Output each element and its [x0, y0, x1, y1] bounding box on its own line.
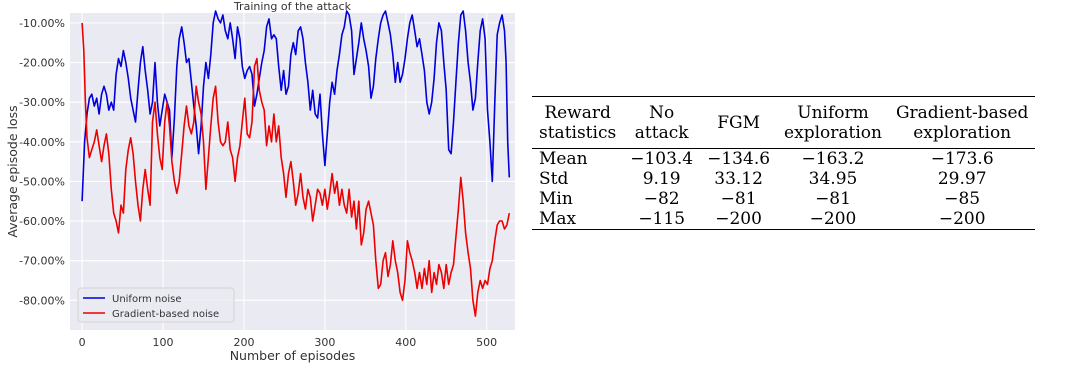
row-label-max: Max	[532, 209, 624, 230]
y-tick-label: -40.00%	[19, 136, 65, 149]
header-uniform-exploration: Uniform exploration	[784, 103, 882, 143]
y-tick-label: -30.00%	[19, 96, 65, 109]
table-cell: −134.6	[700, 148, 778, 169]
header-reward-statistics: Reward statistics	[539, 103, 617, 143]
legend-label: Gradient-based noise	[112, 309, 219, 320]
training-chart: 0 100 200 300 400 500 -10.00% -20.00% -30.00% -40…	[0, 0, 525, 370]
table-cell: −200	[777, 209, 889, 230]
training-chart-svg: 0 100 200 300 400 500 -10.00% -20.00% -30.00% -40…	[5, 0, 515, 363]
table-cell: −115	[623, 209, 701, 230]
chart-title: Training of the attack	[233, 0, 352, 13]
table-row: Mean −103.4 −134.6 −163.2 −173.6	[532, 148, 1036, 169]
table-cell: −200	[888, 209, 1036, 230]
x-tick-label: 400	[395, 336, 416, 349]
row-label-std: Std	[539, 169, 569, 189]
header-fgm: FGM	[717, 113, 760, 133]
x-axis-label: Number of episodes	[230, 348, 356, 363]
table-cell: −81	[815, 189, 851, 209]
x-tick-label: 500	[476, 336, 497, 349]
x-tick-label: 0	[79, 336, 86, 349]
table-row: Max −115 −200 −200 −200	[532, 209, 1036, 230]
table-header-row: Reward statistics No attack FGM Uniform exp…	[532, 96, 1036, 149]
x-tick-label: 100	[153, 336, 174, 349]
table-cell: 33.12	[714, 169, 763, 189]
y-tick-label: -60.00%	[19, 215, 65, 228]
table-cell: −81	[720, 189, 757, 209]
header-no-attack: No attack	[634, 103, 689, 143]
table-cell: −103.4	[623, 148, 701, 169]
x-tick-label: 300	[314, 336, 335, 349]
header-gradient-based-exploration: Gradient-based exploration	[895, 103, 1029, 143]
table-cell: 34.95	[808, 169, 858, 189]
series-line-uniform-noise	[81, 10, 511, 202]
y-axis-label: Average episode loss	[5, 105, 20, 237]
table-cell: 9.19	[642, 169, 681, 189]
row-label-mean: Mean	[532, 148, 624, 169]
reward-statistics-table: Reward statistics No attack FGM Uniform exp…	[532, 96, 1036, 230]
y-tick-label: -50.00%	[19, 175, 65, 188]
table-cell: −85	[944, 189, 981, 209]
y-tick-label: -80.00%	[19, 294, 65, 307]
table-cell: 29.97	[937, 169, 987, 189]
table-cell: −200	[700, 209, 778, 230]
series-line-gradient-noise	[81, 22, 511, 317]
y-tick-label: -20.00%	[19, 57, 65, 70]
y-tick-label: -70.00%	[19, 255, 65, 268]
table-cell: −173.6	[888, 148, 1036, 169]
table-row: Min −82 −81 −81 −85	[532, 189, 1035, 209]
row-label-min: Min	[539, 189, 573, 209]
legend-box	[77, 287, 235, 323]
table-cell: −82	[643, 189, 680, 209]
x-tick-label: 200	[233, 336, 254, 349]
reward-statistics-table-container: Reward statistics No attack FGM Uniform exp…	[532, 96, 1036, 230]
y-tick-label: -10.00%	[19, 17, 65, 30]
table-cell: −163.2	[777, 148, 889, 169]
table-row: Std 9.19 33.12 34.95 29.97	[532, 169, 1035, 189]
legend-label: Uniform noise	[112, 294, 182, 305]
